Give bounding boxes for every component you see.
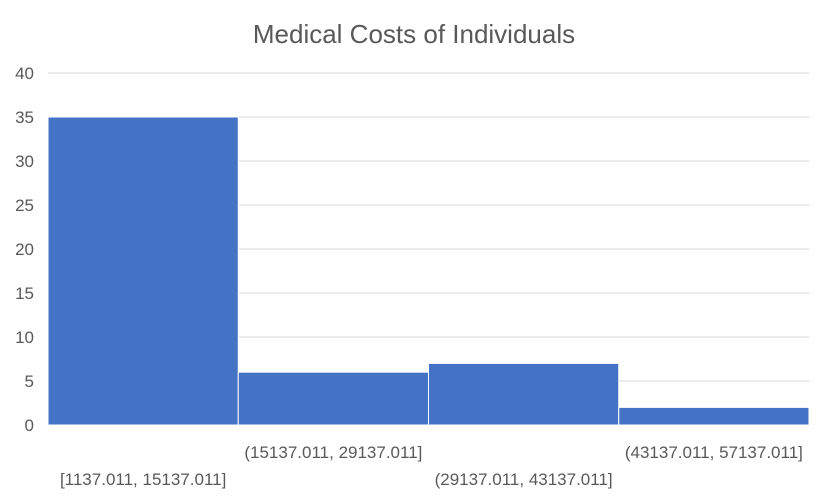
bar-3	[428, 362, 620, 426]
bar-1	[47, 116, 239, 426]
y-tick-label-5: 5	[25, 372, 34, 391]
x-axis-tick-labels: [1137.011, 15137.011] (15137.011, 29137.0…	[60, 443, 803, 489]
y-tick-label-10: 10	[15, 328, 34, 347]
x-tick-label-1: [1137.011, 15137.011]	[60, 470, 226, 489]
chart-title: Medical Costs of Individuals	[253, 19, 575, 49]
y-tick-label-40: 40	[15, 64, 34, 83]
y-axis-tick-labels: 0 5 10 15 20 25 30 35 40	[15, 64, 34, 435]
x-tick-label-4: (43137.011, 57137.011]	[625, 443, 803, 462]
y-tick-label-0: 0	[25, 416, 34, 435]
x-tick-label-3: (29137.011, 43137.011]	[435, 470, 613, 489]
bar-4	[618, 406, 810, 426]
y-tick-label-15: 15	[15, 284, 34, 303]
bar-2	[237, 371, 429, 426]
x-tick-label-2: (15137.011, 29137.011]	[244, 443, 422, 462]
y-tick-label-20: 20	[15, 240, 34, 259]
bars	[47, 116, 810, 426]
y-tick-label-25: 25	[15, 196, 34, 215]
y-tick-label-30: 30	[15, 152, 34, 171]
y-tick-label-35: 35	[15, 108, 34, 127]
